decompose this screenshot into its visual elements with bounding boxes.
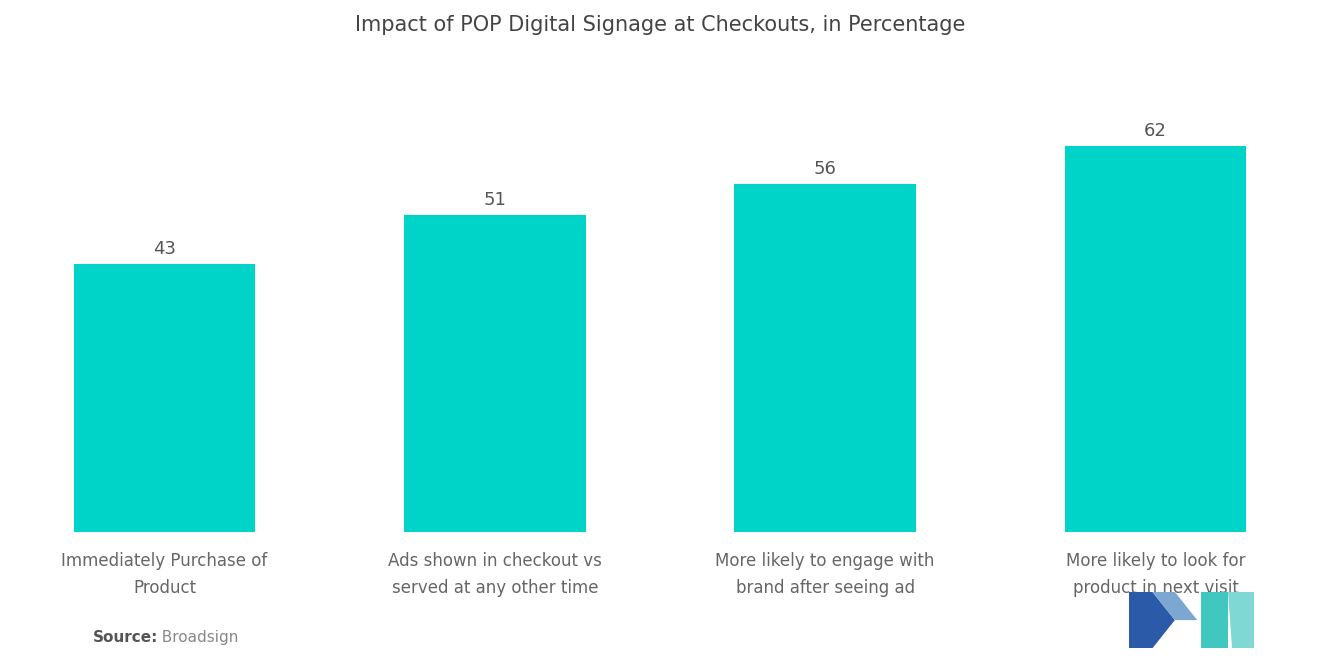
Polygon shape xyxy=(1228,592,1254,648)
Text: 56: 56 xyxy=(813,160,837,178)
Polygon shape xyxy=(1201,592,1228,648)
Polygon shape xyxy=(1152,592,1197,620)
Polygon shape xyxy=(1129,592,1175,648)
Text: Source:: Source: xyxy=(92,630,158,645)
Text: 62: 62 xyxy=(1144,122,1167,140)
Bar xyxy=(404,215,586,531)
Text: 51: 51 xyxy=(483,191,507,209)
Text: Broadsign: Broadsign xyxy=(152,630,238,645)
Title: Impact of POP Digital Signage at Checkouts, in Percentage: Impact of POP Digital Signage at Checkou… xyxy=(355,15,965,35)
Text: 43: 43 xyxy=(153,240,176,258)
Bar xyxy=(1065,146,1246,531)
Bar xyxy=(74,265,255,531)
Bar xyxy=(734,184,916,531)
